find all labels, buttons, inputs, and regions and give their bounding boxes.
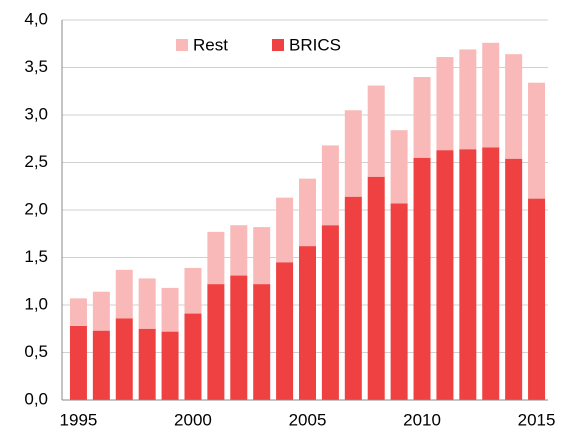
legend-swatch [176,39,188,51]
bar-segment [436,57,454,151]
bar-segment [321,145,339,226]
bar-segment [276,262,294,400]
bar-segment [161,287,179,332]
bar-segment [299,178,316,247]
bar-segment [413,77,431,158]
bar-segment [528,82,546,199]
bar-segment [253,284,271,400]
bar-segment [230,225,248,276]
bar-segment [482,42,500,148]
bar-segment [367,176,385,400]
bar-segment [138,278,156,329]
bar-segment [299,246,316,400]
bar-segment [253,227,271,285]
y-tick-label: 4,0 [24,9,48,28]
x-tick-label: 2010 [403,410,441,429]
bar-segment [115,269,133,319]
bar-segment [459,149,477,400]
y-tick-label: 2,5 [24,152,48,171]
bar-segment [161,331,179,400]
bar-segment [92,330,110,400]
bar-segment [436,150,454,400]
y-tick-label: 1,5 [24,247,48,266]
bar-segment [367,85,385,177]
bar-segment [321,225,339,400]
bar-segment [69,325,87,400]
x-tick-label: 2005 [289,410,327,429]
bar-segment [482,147,500,400]
legend-label: Rest [193,35,228,54]
x-tick-label: 2000 [174,410,212,429]
bar-segment [92,291,110,331]
bar-segment [413,157,431,400]
bar-segment [390,130,408,204]
y-tick-label: 2,0 [24,199,48,218]
bar-segment [505,54,523,159]
bar-segment [459,49,477,150]
y-tick-label: 0,5 [24,342,48,361]
x-tick-label: 1995 [60,410,98,429]
y-tick-label: 3,0 [24,104,48,123]
bar-segment [207,231,225,285]
bar-segment [138,328,156,400]
bar-segment [276,197,294,263]
legend-swatch [272,39,284,51]
y-tick-label: 0,0 [24,389,48,408]
bar-segment [69,298,87,326]
bar-segment [344,196,362,400]
y-tick-label: 3,5 [24,57,48,76]
bar-segment [115,318,133,400]
legend-label: BRICS [289,35,341,54]
bar-segment [505,158,523,400]
bar-segment [184,267,202,314]
bar-segment [207,284,225,400]
y-tick-label: 1,0 [24,294,48,313]
bar-segment [344,110,362,197]
x-tick-label: 2015 [518,410,556,429]
bar-segment [390,203,408,400]
bar-segment [184,313,202,400]
bar-segment [528,198,546,400]
bar-segment [230,275,248,400]
